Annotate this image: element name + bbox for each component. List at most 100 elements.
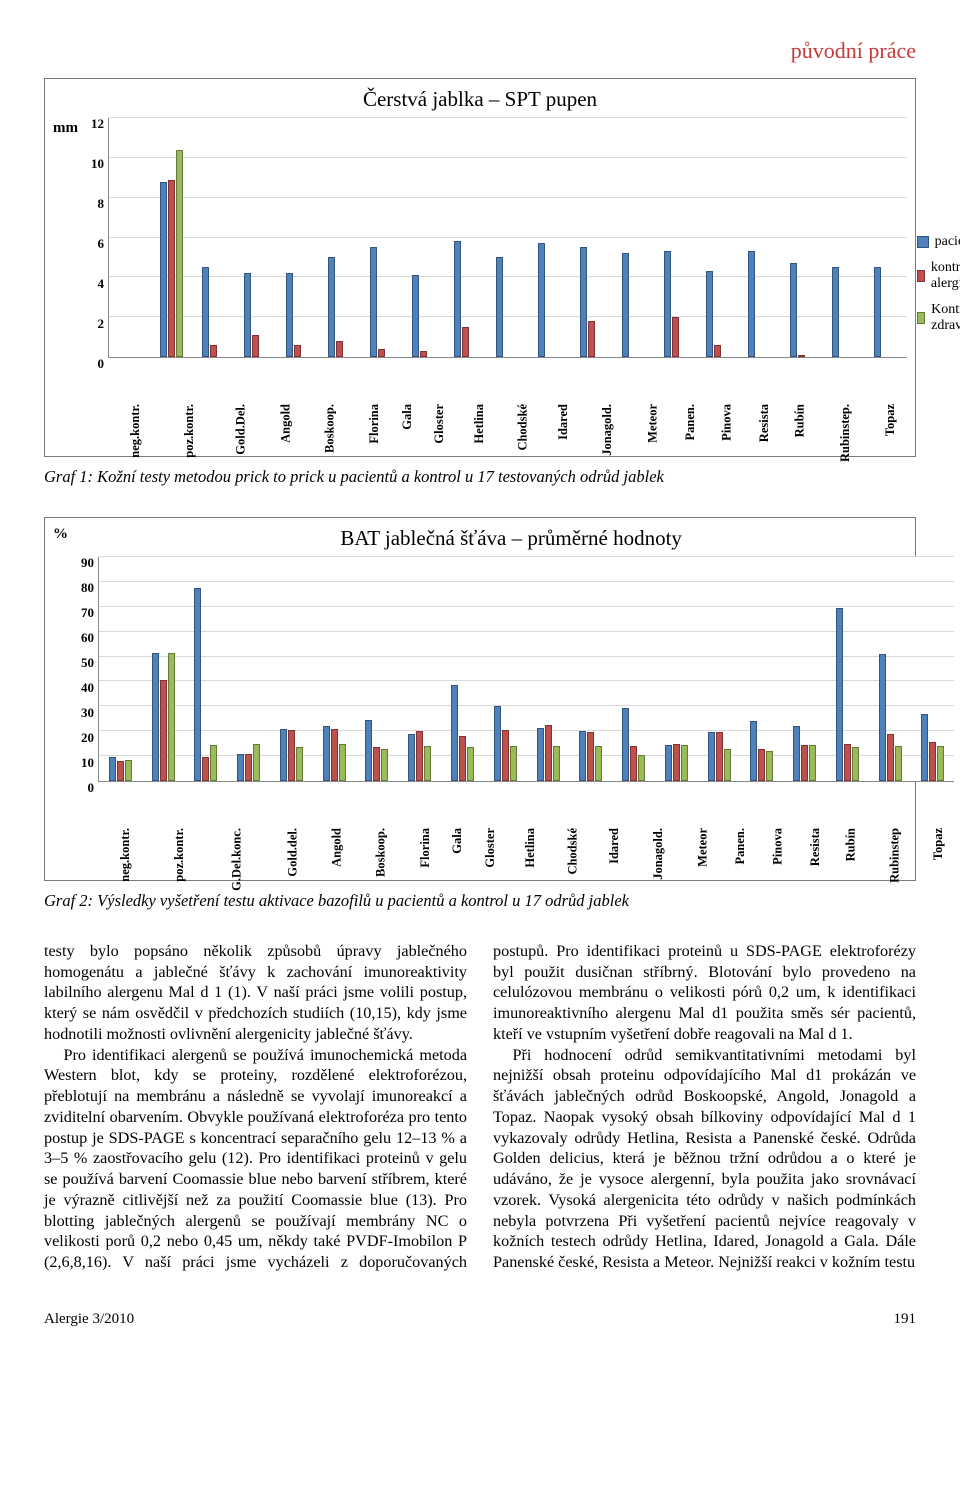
bar [339, 744, 346, 781]
bar [194, 588, 201, 781]
chart-1-plot [108, 118, 907, 358]
bar [286, 273, 293, 357]
bar [844, 744, 851, 781]
x-axis-label: Topaz [845, 404, 937, 436]
bar [708, 732, 715, 781]
bar [664, 251, 671, 357]
bar [168, 180, 175, 357]
bar [210, 345, 217, 357]
bar [801, 745, 808, 781]
chart-1-x-labels: neg.kontr.poz.kontr.Gold.Del.AngoldBosko… [108, 358, 907, 450]
bar [638, 755, 645, 781]
chart-2-title: BAT jablečná šťáva – průměrné hodnoty [68, 526, 954, 551]
bar [459, 736, 466, 781]
bar [253, 744, 260, 781]
bar [152, 653, 159, 781]
bar [750, 721, 757, 781]
legend-label: Kontroly-zdraví [931, 302, 960, 334]
bar [724, 749, 731, 781]
chart-1-frame: Čerstvá jablka – SPT pupen mm 024681012 … [44, 78, 916, 457]
bar [125, 760, 132, 781]
bar [706, 271, 713, 357]
bar [766, 751, 773, 781]
bar [580, 247, 587, 357]
bar [665, 745, 672, 781]
bar [296, 747, 303, 781]
bar [210, 745, 217, 781]
bar [365, 720, 372, 781]
bar [716, 732, 723, 781]
bar [244, 273, 251, 357]
bar [588, 321, 595, 357]
chart-1-y-ticks: 024681012 [78, 118, 108, 358]
chart-2-x-labels: neg.kontr.poz.kontr.G.Del.konc.Gold.del.… [98, 782, 954, 874]
bar [545, 725, 552, 781]
bar [832, 267, 839, 357]
bar [416, 731, 423, 781]
bar [887, 734, 894, 781]
x-axis-label: Topaz [892, 828, 960, 860]
bar [758, 749, 765, 781]
bar [252, 335, 259, 357]
bar [381, 749, 388, 781]
bar [921, 714, 928, 781]
bar [538, 243, 545, 357]
bar [280, 729, 287, 781]
bar [673, 744, 680, 781]
chart-2-legend: PacientiKontroly-alergiciKontroly-zdraví [954, 524, 960, 874]
bar [451, 685, 458, 781]
bar [288, 730, 295, 781]
chart-2-y-unit: % [53, 524, 68, 874]
chart-2-y-ticks: 0102030405060708090 [68, 557, 98, 782]
bar [852, 747, 859, 781]
body-paragraph: testy bylo popsáno několik způsobů úprav… [44, 941, 467, 1045]
bar [553, 746, 560, 781]
bar [328, 257, 335, 357]
bar [117, 761, 124, 781]
legend-label: pacienti [935, 234, 960, 250]
legend-swatch [917, 236, 929, 248]
bar [176, 150, 183, 357]
bar [237, 754, 244, 781]
bar [672, 317, 679, 357]
footer-journal: Alergie 3/2010 [44, 1311, 134, 1328]
bar [595, 746, 602, 781]
footer-page-number: 191 [894, 1311, 917, 1328]
bar [714, 345, 721, 357]
bar [202, 757, 209, 781]
body-paragraph: Při hodnocení odrůd semikvantitativními … [493, 1045, 916, 1273]
bar [420, 351, 427, 357]
bar [323, 726, 330, 781]
legend-label: kontroly-alergici [931, 260, 960, 292]
bar [408, 734, 415, 781]
bar [622, 708, 629, 781]
bar [109, 757, 116, 781]
body-text: testy bylo popsáno několik způsobů úprav… [44, 941, 916, 1273]
bar [537, 728, 544, 782]
bar [790, 263, 797, 357]
legend-item: kontroly-alergici [917, 260, 960, 292]
chart-2-frame: % BAT jablečná šťáva – průměrné hodnoty … [44, 517, 916, 881]
bar [494, 706, 501, 781]
bar [160, 182, 167, 357]
chart-1-legend: pacienti kontroly-alergici Kontroly-zdraví [907, 118, 960, 450]
bar [412, 275, 419, 357]
bar [496, 257, 503, 357]
legend-item: Kontroly-zdraví [917, 302, 960, 334]
chart-2-caption: Graf 2: Výsledky vyšetření testu aktivac… [44, 891, 916, 911]
bar [336, 341, 343, 357]
bar [378, 349, 385, 357]
bar [587, 732, 594, 781]
legend-swatch [917, 270, 925, 282]
bar [793, 726, 800, 781]
bar [370, 247, 377, 357]
bar [929, 742, 936, 781]
chart-1-y-unit: mm [53, 118, 78, 450]
bar [748, 251, 755, 357]
chart-2-plot [98, 557, 954, 782]
bar [809, 745, 816, 781]
bar [622, 253, 629, 357]
bar [454, 241, 461, 357]
bar [331, 729, 338, 781]
bar [510, 746, 517, 781]
